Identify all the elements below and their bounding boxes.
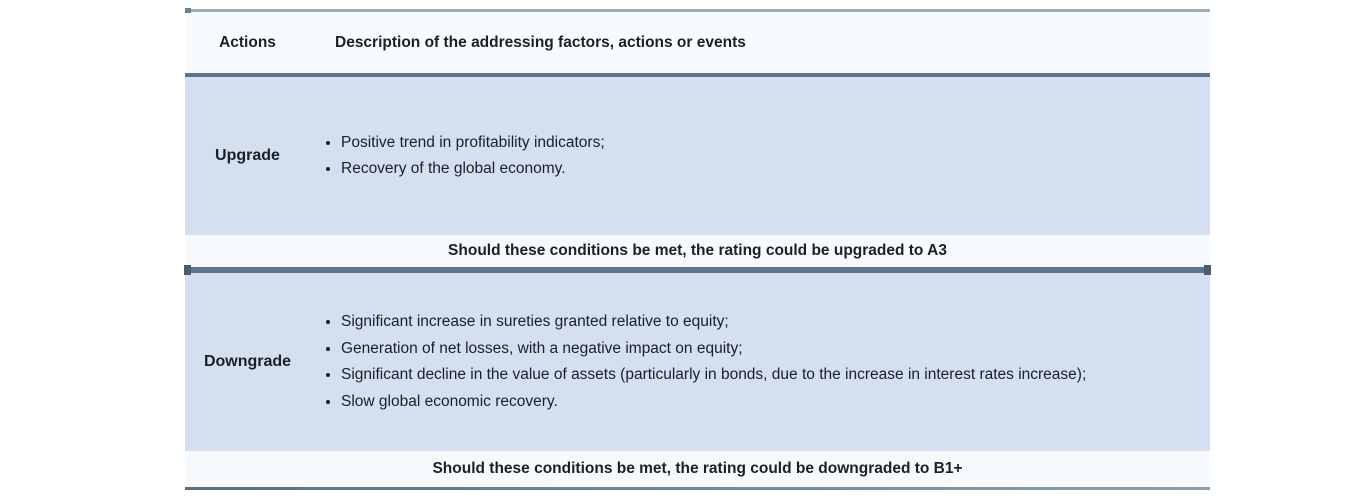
upgrade-note-text: Should these conditions be met, the rati… <box>448 242 947 259</box>
table-header-row: Actions Description of the addressing fa… <box>185 12 1210 73</box>
table-row-upgrade: Upgrade Positive trend in profitability … <box>185 77 1210 235</box>
upgrade-note-row: Should these conditions be met, the rati… <box>185 235 1210 267</box>
header-bottom-border <box>185 73 1210 77</box>
bullet-item: Slow global economic recovery. <box>341 389 1165 416</box>
action-label-downgrade: Downgrade <box>203 353 292 370</box>
upgrade-description: Positive trend in profitability indicato… <box>310 130 1210 183</box>
bullet-item: Positive trend in profitability indicato… <box>341 130 1165 157</box>
header-description: Description of the addressing factors, a… <box>335 33 746 51</box>
downgrade-bullet-list: Significant increase in sureties granted… <box>310 309 1165 415</box>
rating-actions-table: Actions Description of the addressing fa… <box>184 8 1211 490</box>
downgrade-note-row: Should these conditions be met, the rati… <box>185 451 1210 487</box>
table-top-border <box>185 8 1210 13</box>
section-divider <box>184 265 1211 275</box>
upgrade-bullet-list: Positive trend in profitability indicato… <box>310 130 1165 183</box>
header-actions: Actions <box>219 33 276 51</box>
table-bottom-border <box>185 487 1210 490</box>
table-row-downgrade: Downgrade Significant increase in sureti… <box>185 273 1210 451</box>
downgrade-description: Significant increase in sureties granted… <box>310 309 1210 415</box>
bullet-item: Significant decline in the value of asse… <box>341 362 1165 389</box>
bullet-item: Significant increase in sureties granted… <box>341 309 1165 336</box>
bullet-item: Recovery of the global economy. <box>341 156 1165 183</box>
bullet-item: Generation of net losses, with a negativ… <box>341 336 1165 363</box>
downgrade-note-text: Should these conditions be met, the rati… <box>432 460 963 477</box>
action-label-upgrade: Upgrade <box>215 147 280 164</box>
